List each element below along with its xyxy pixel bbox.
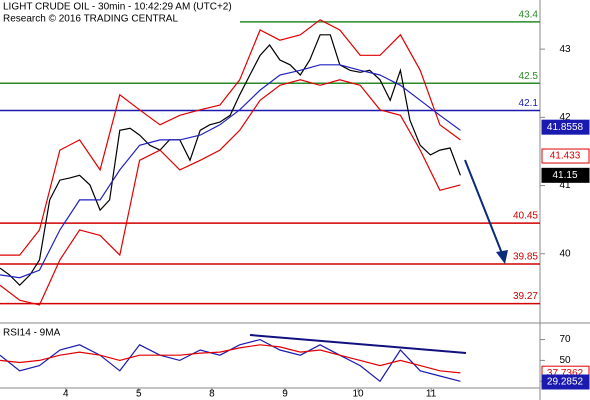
price-tag-label: 41.8558 — [547, 122, 584, 133]
price-tag — [541, 374, 590, 390]
x-tick-label: 5 — [136, 389, 142, 400]
level-label: 43.4 — [519, 9, 539, 20]
level-label: 42.1 — [519, 98, 539, 109]
x-tick-label: 4 — [63, 389, 69, 400]
y-tick-label: 41 — [559, 180, 571, 191]
series-line — [0, 344, 461, 374]
series-line — [0, 34, 461, 287]
price-tag — [541, 119, 590, 135]
plot: 40 41 42 43 43.4 42.5 42.1 40.45 39.85 39.27 41.85… — [0, 9, 590, 400]
rsi-title: RSI14 - 9MA — [3, 328, 61, 339]
x-tick-label: 9 — [282, 389, 288, 400]
chart-subtitle: Research © 2016 TRADING CENTRAL — [3, 14, 178, 25]
price-tag-label: 41.433 — [550, 151, 581, 162]
price-tag-label: 37.7362 — [547, 368, 584, 379]
series-line — [0, 64, 461, 279]
series-line — [0, 79, 461, 306]
level-label: 39.27 — [513, 291, 538, 302]
price-tag-label: 41.15 — [552, 170, 577, 181]
level-label: 42.5 — [519, 71, 539, 82]
chart-title: LIGHT CRUDE OIL - 30min - 10:42:29 AM (U… — [3, 2, 232, 13]
y-tick-label: 70 — [559, 334, 571, 345]
y-tick-label: 43 — [559, 44, 571, 55]
y-tick-label: 50 — [559, 355, 571, 366]
x-tick-label: 11 — [426, 389, 437, 400]
level-label: 39.85 — [513, 252, 538, 263]
y-tick-label: 40 — [559, 248, 571, 259]
price-tag-label: 29.2852 — [547, 377, 584, 388]
rsi-trendline — [249, 334, 467, 354]
series-line — [0, 19, 461, 256]
y-tick-label: 42 — [559, 112, 571, 123]
arrow-head — [496, 250, 508, 264]
x-tick-label: 10 — [352, 389, 364, 400]
price-tag — [541, 167, 590, 183]
level-label: 40.45 — [513, 211, 538, 222]
x-tick-label: 8 — [209, 389, 215, 400]
price-tag — [541, 148, 590, 164]
forecast-arrow — [464, 159, 504, 257]
header-bg — [0, 1, 240, 25]
